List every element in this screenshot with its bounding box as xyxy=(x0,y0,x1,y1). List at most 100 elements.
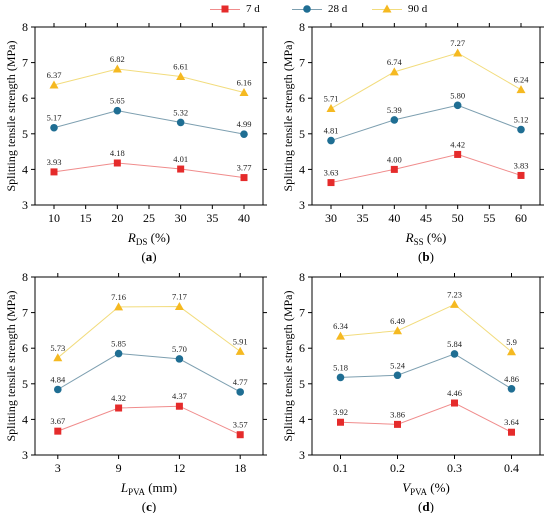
data-label: 5.73 xyxy=(50,343,65,353)
series-line-1 xyxy=(53,110,245,135)
data-label: 4.99 xyxy=(237,119,252,129)
data-label: 5.32 xyxy=(173,107,188,117)
series-line-2 xyxy=(340,303,512,353)
legend-label: 28 d xyxy=(328,3,348,15)
x-tick-label: 0.1 xyxy=(333,461,348,475)
data-label: 7.16 xyxy=(111,292,126,302)
x-axis-label-main: R xyxy=(405,230,414,245)
legend-marker-shape xyxy=(221,5,229,13)
x-axis-label-sub: PVA xyxy=(410,487,427,497)
panel-label-close: ) xyxy=(430,249,434,264)
data-label: 5.80 xyxy=(450,90,465,100)
x-tick-label: 3 xyxy=(55,461,61,475)
data-label: 6.74 xyxy=(387,57,403,67)
data-label: 4.84 xyxy=(50,374,66,384)
data-label: 4.37 xyxy=(172,391,187,401)
x-tick-label: 30 xyxy=(175,211,187,225)
x-axis-label-unit: (mm) xyxy=(145,480,177,495)
data-point xyxy=(50,123,58,132)
data-point xyxy=(451,399,458,407)
x-tick-label: 18 xyxy=(234,461,246,475)
panel-label-letter: b xyxy=(422,249,429,264)
panel-label: (a) xyxy=(141,249,156,264)
data-label: 6.49 xyxy=(390,316,405,326)
y-tick-label: 5 xyxy=(299,377,305,391)
y-axis-label: Splitting tensile strength (MPa) xyxy=(4,41,18,192)
y-tick-label: 3 xyxy=(22,448,28,462)
series-line-2 xyxy=(330,52,522,109)
data-label: 5.85 xyxy=(111,339,126,349)
series-line-0 xyxy=(57,405,241,436)
data-label: 4.77 xyxy=(233,377,248,387)
data-label: 3.57 xyxy=(233,420,248,430)
panel-label-close: ) xyxy=(152,499,156,513)
data-point xyxy=(54,427,62,435)
data-point xyxy=(453,48,463,57)
legend-marker-1 xyxy=(303,5,311,13)
x-axis-label-main: R xyxy=(127,230,136,245)
data-label: 5.91 xyxy=(233,336,248,346)
chart-legend: 7 d 28 d 90 d xyxy=(0,2,550,18)
x-tick-label: 0.3 xyxy=(447,461,462,475)
data-label: 5.18 xyxy=(333,362,348,372)
data-point xyxy=(114,302,124,311)
data-label: 4.00 xyxy=(387,154,402,164)
panel-label-letter: c xyxy=(146,499,152,513)
series-line-2 xyxy=(53,68,245,93)
x-tick-label: 10 xyxy=(48,211,60,225)
data-point xyxy=(239,88,249,97)
x-tick-label: 20 xyxy=(111,211,123,225)
data-label: 6.16 xyxy=(237,78,252,88)
data-point xyxy=(50,168,58,176)
data-label: 7.27 xyxy=(450,38,465,48)
data-label: 5.24 xyxy=(390,360,406,370)
x-tick-label: 40 xyxy=(238,211,250,225)
data-label: 4.42 xyxy=(450,139,465,149)
y-tick-label: 5 xyxy=(22,377,28,391)
x-axis-label: VPVA (%) xyxy=(402,480,450,497)
data-label: 4.46 xyxy=(447,388,462,398)
legend-marker-shape xyxy=(303,5,311,13)
series-line-0 xyxy=(53,162,245,179)
data-point xyxy=(393,371,402,380)
x-tick-label: 0.4 xyxy=(504,461,519,475)
x-axis-label-sub: SS xyxy=(414,237,424,247)
panel-label: (c) xyxy=(142,499,156,513)
panel-label-open: ( xyxy=(142,499,146,513)
x-tick-label: 55 xyxy=(483,211,495,225)
y-tick-label: 6 xyxy=(299,91,305,105)
y-tick-label: 4 xyxy=(22,162,28,176)
panel-label-close: ) xyxy=(430,499,434,513)
data-point xyxy=(176,118,185,127)
y-axis-label: Splitting tensile strength (MPa) xyxy=(4,291,18,442)
data-point xyxy=(393,326,402,335)
data-point xyxy=(236,431,244,439)
data-point xyxy=(235,346,245,355)
data-point xyxy=(337,418,344,426)
data-point xyxy=(508,428,515,436)
data-label: 7.17 xyxy=(172,292,187,302)
data-point xyxy=(516,85,526,94)
data-label: 4.81 xyxy=(324,126,339,136)
data-point xyxy=(240,174,248,182)
data-point xyxy=(54,385,62,394)
data-point xyxy=(177,165,185,173)
y-tick-label: 7 xyxy=(299,306,305,320)
x-tick-label: 60 xyxy=(515,211,527,225)
legend-label: 7 d xyxy=(246,3,260,15)
data-point xyxy=(176,71,186,80)
y-tick-label: 3 xyxy=(299,448,305,462)
data-point xyxy=(113,159,121,167)
x-tick-label: 12 xyxy=(173,461,185,475)
data-point xyxy=(326,104,336,113)
data-label: 3.92 xyxy=(333,407,348,417)
x-axis-label-unit: (%) xyxy=(147,230,170,245)
panel-label-open: ( xyxy=(418,499,422,513)
data-label: 3.63 xyxy=(324,168,339,178)
data-point xyxy=(174,302,184,311)
data-point xyxy=(390,116,399,124)
data-point xyxy=(450,299,459,308)
x-axis-label-sub: DS xyxy=(136,237,148,247)
data-point xyxy=(389,67,399,76)
